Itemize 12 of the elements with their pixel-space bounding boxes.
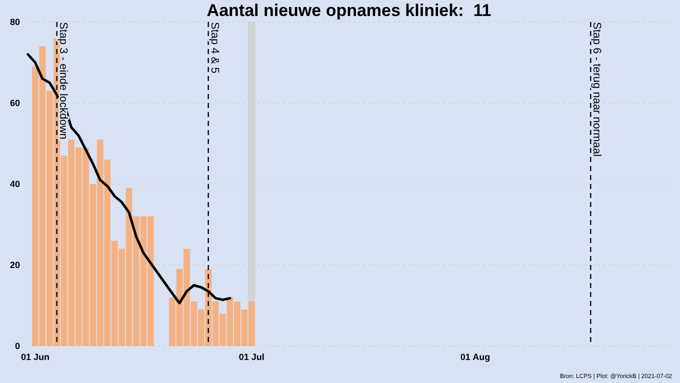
x-tick-label: 01 Jul bbox=[238, 352, 264, 362]
y-tick-label: 0 bbox=[14, 341, 20, 352]
ref-line-label: Stap 6 - terug naar normaal bbox=[590, 22, 603, 157]
y-tick-label: 20 bbox=[10, 260, 20, 270]
ref-line-label: Stap 4 & 5 bbox=[208, 22, 220, 74]
x-tick-label: 01 Jun bbox=[20, 352, 50, 362]
x-tick-label: 01 Aug bbox=[460, 352, 490, 362]
y-tick-label: 40 bbox=[10, 179, 20, 190]
ref-line-label: Stap 3 - einde lockdown bbox=[56, 22, 69, 140]
y-tick-label: 80 bbox=[10, 17, 20, 28]
chart-title: Aantal nieuwe opnames kliniek: 11 bbox=[206, 1, 492, 20]
y-tick-label: 60 bbox=[10, 98, 20, 108]
